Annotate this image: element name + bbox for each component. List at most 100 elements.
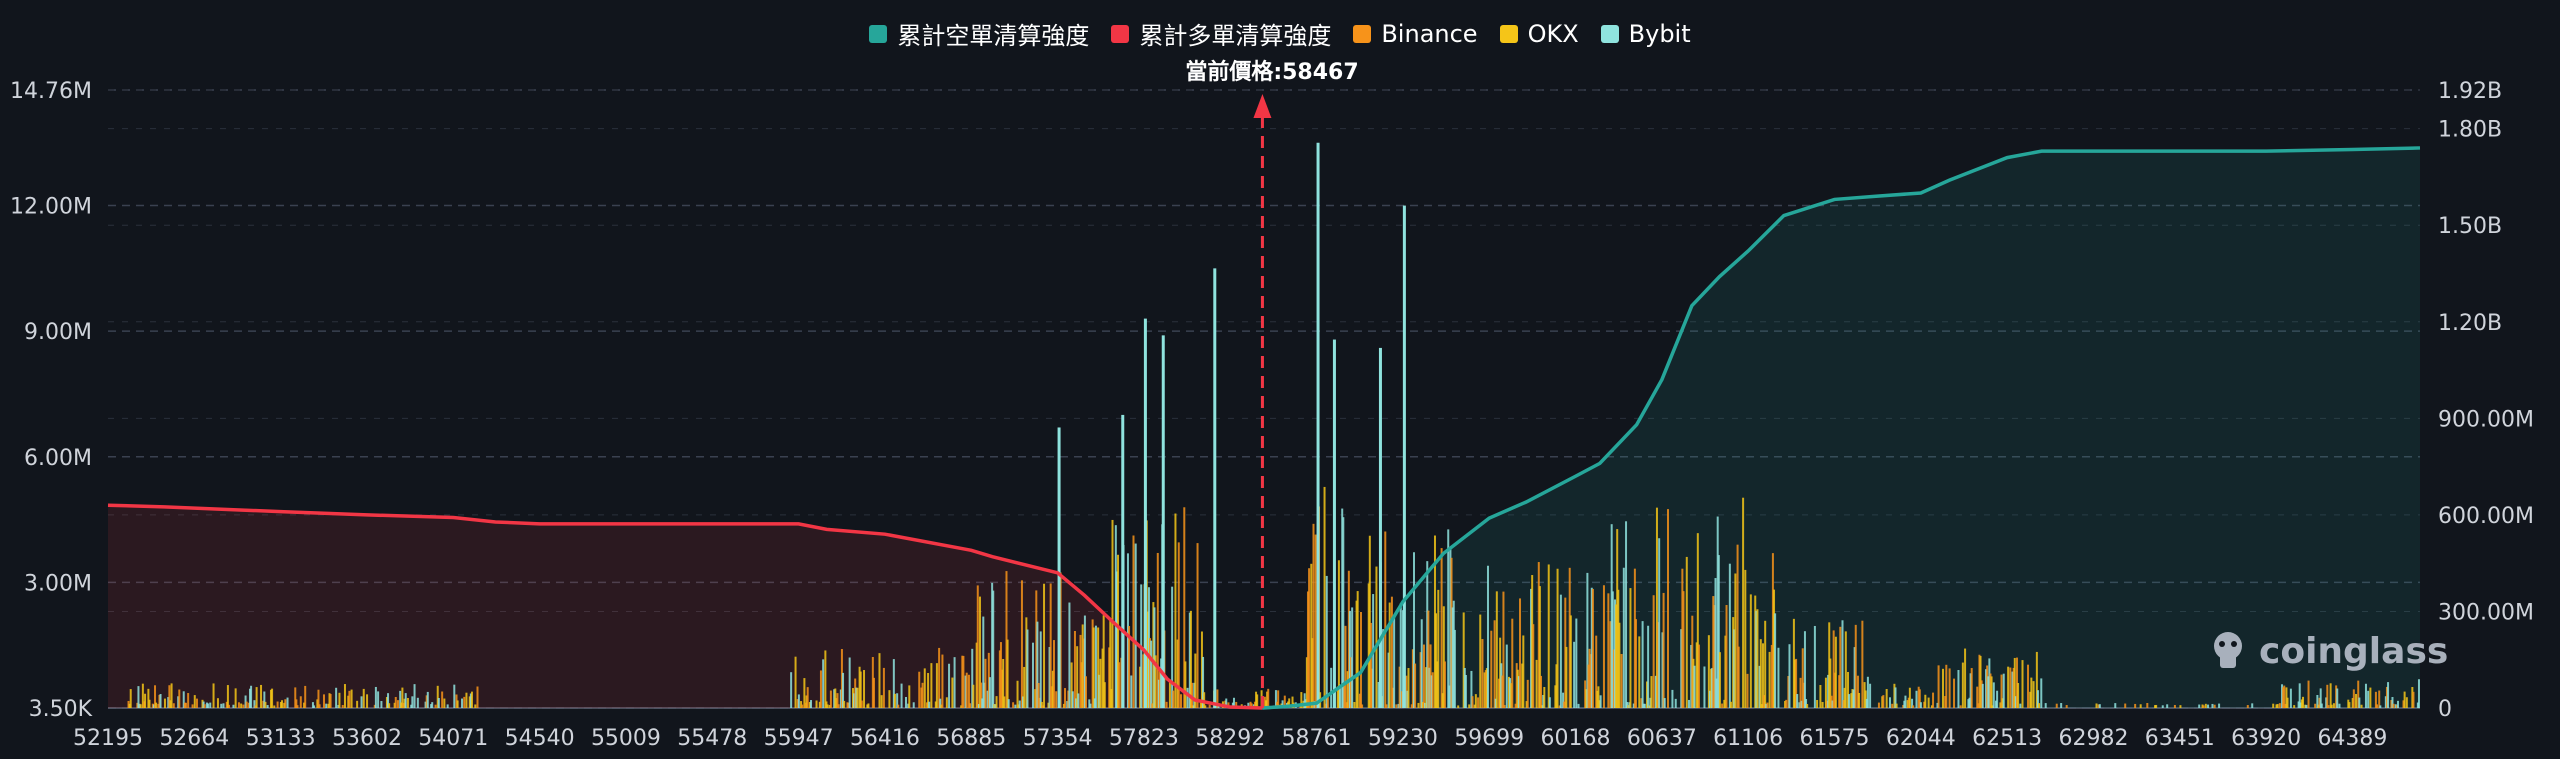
cumulative-long-line: [107, 503, 1263, 710]
okx-bar-833: [2154, 705, 2157, 708]
binance-bar-165: [829, 690, 832, 708]
okx-bar-1: [128, 703, 131, 708]
bybit-bar-513: [1453, 629, 1456, 708]
bybit-bar-570: [1559, 594, 1562, 708]
binance-bar-804: [2009, 667, 2012, 708]
okx-bar-82: [316, 699, 319, 708]
binance-bar-772: [1945, 664, 1948, 708]
okx-bar-308: [1097, 627, 1100, 708]
bybit-bar-873: [2319, 688, 2322, 708]
okx-bar-502: [1437, 589, 1440, 708]
bybit-bar-862: [2298, 683, 2301, 708]
binance-bar-445: [1347, 570, 1350, 708]
bybit-bar-309: [1098, 674, 1101, 708]
bybit-bar-480: [1406, 690, 1409, 708]
okx-bar-202: [908, 685, 911, 708]
binance-bar-226: [965, 672, 968, 708]
legend-item-cumulative-short[interactable]: 累計空單清算強度: [869, 16, 1089, 51]
okx-bar-50: [240, 703, 243, 708]
bybit-bar-616: [1641, 621, 1644, 708]
okx-bar-184: [859, 671, 862, 708]
bybit-bar-491: [1424, 702, 1427, 708]
bybit-bar-376: [1215, 704, 1218, 708]
okx-bar-735: [1858, 692, 1861, 708]
okx-bar-725: [1843, 687, 1846, 708]
peak-bar-0: [1057, 427, 1061, 708]
okx-bar-885: [2348, 702, 2351, 708]
bybit-bar-173: [842, 672, 845, 708]
binance-bar-357: [1179, 694, 1182, 708]
okx-bar-167: [834, 688, 837, 708]
legend-item-bybit[interactable]: Bybit: [1600, 20, 1691, 48]
okx-bar-831: [2139, 704, 2142, 708]
binance-bar-793: [1989, 673, 1992, 708]
bybit-bar-388: [1247, 702, 1250, 708]
okx-bar-566: [1554, 685, 1557, 708]
bybit-bar-789: [1985, 669, 1988, 708]
okx-bar-688: [1773, 589, 1776, 708]
bybit-bar-689: [1774, 613, 1777, 708]
binance-bar-301: [1084, 676, 1087, 708]
okx-bar-671: [1744, 569, 1747, 708]
bybit-bar-605: [1622, 567, 1625, 708]
cumulative-long-area: [108, 505, 1263, 708]
okx-bar-129: [436, 685, 439, 708]
legend-label-binance: Binance: [1381, 19, 1478, 48]
okx-bar-626: [1655, 507, 1658, 708]
binance-bar-84: [318, 704, 321, 708]
bybit-bar-609: [1628, 702, 1631, 708]
bybit-bar-64: [266, 705, 269, 708]
bybit-bar-731: [1852, 689, 1855, 708]
okx-bar-108: [388, 703, 391, 708]
legend-item-okx[interactable]: OKX: [1499, 20, 1579, 48]
okx-bar-750: [1895, 703, 1898, 708]
okx-bar-313: [1103, 682, 1106, 708]
okx-bar-155: [808, 702, 811, 708]
okx-bar-220: [951, 677, 954, 708]
okx-bar-151: [803, 678, 806, 708]
binance-bar-897: [2378, 690, 2381, 708]
bybit-bar-260: [1018, 700, 1021, 708]
binance-bar-806: [2012, 667, 2015, 708]
binance-bar-700: [1799, 677, 1802, 708]
okx-bar-720: [1834, 636, 1837, 708]
binance-bar-131: [441, 691, 444, 708]
binance-bar-85: [322, 694, 325, 708]
okx-bar-685: [1768, 651, 1771, 708]
bybit-bar-166: [833, 689, 836, 708]
x-tick-label-21: 62044: [1886, 726, 1956, 751]
bybit-bar-361: [1188, 612, 1191, 708]
binance-bar-751: [1902, 704, 1905, 708]
okx-bar-745: [1885, 689, 1888, 708]
binance-bar-408: [1283, 695, 1286, 708]
binance-bar-672: [1746, 673, 1749, 708]
binance-bar-261: [1020, 580, 1023, 708]
okx-bar-590: [1597, 686, 1600, 708]
bybit-bar-484: [1412, 552, 1415, 708]
bybit-bar-177: [848, 657, 851, 708]
okx-bar-158: [818, 701, 821, 708]
binance-bar-51: [242, 704, 245, 708]
okx-bar-32: [193, 695, 196, 708]
binance-bar-79: [304, 685, 307, 708]
binance-bar-544: [1511, 618, 1514, 708]
okx-bar-816: [2032, 681, 2035, 708]
binance-bar-669: [1737, 646, 1740, 708]
okx-bar-691: [1784, 701, 1787, 708]
legend-item-binance[interactable]: Binance: [1353, 19, 1478, 48]
x-tick-label-0: 52195: [73, 726, 143, 751]
x-tick-label-3: 53602: [332, 726, 402, 751]
okx-bar-399: [1266, 691, 1269, 708]
bybit-bar-4: [137, 686, 140, 708]
bybit-bar-438: [1339, 684, 1342, 708]
bybit-bar-119: [410, 704, 413, 708]
okx-bar-258: [1016, 680, 1019, 708]
legend-item-cumulative-long[interactable]: 累計多單清算強度: [1111, 16, 1331, 51]
bybit-bar-749: [1894, 687, 1897, 708]
okx-bar-66: [271, 688, 274, 708]
y-right-tick-label-1: 300.00M: [2438, 600, 2534, 625]
okx-bar-894: [2369, 687, 2372, 708]
bybit-bar-402: [1274, 690, 1277, 708]
bybit-bar-56: [250, 685, 253, 708]
okx-bar-411: [1288, 698, 1291, 708]
